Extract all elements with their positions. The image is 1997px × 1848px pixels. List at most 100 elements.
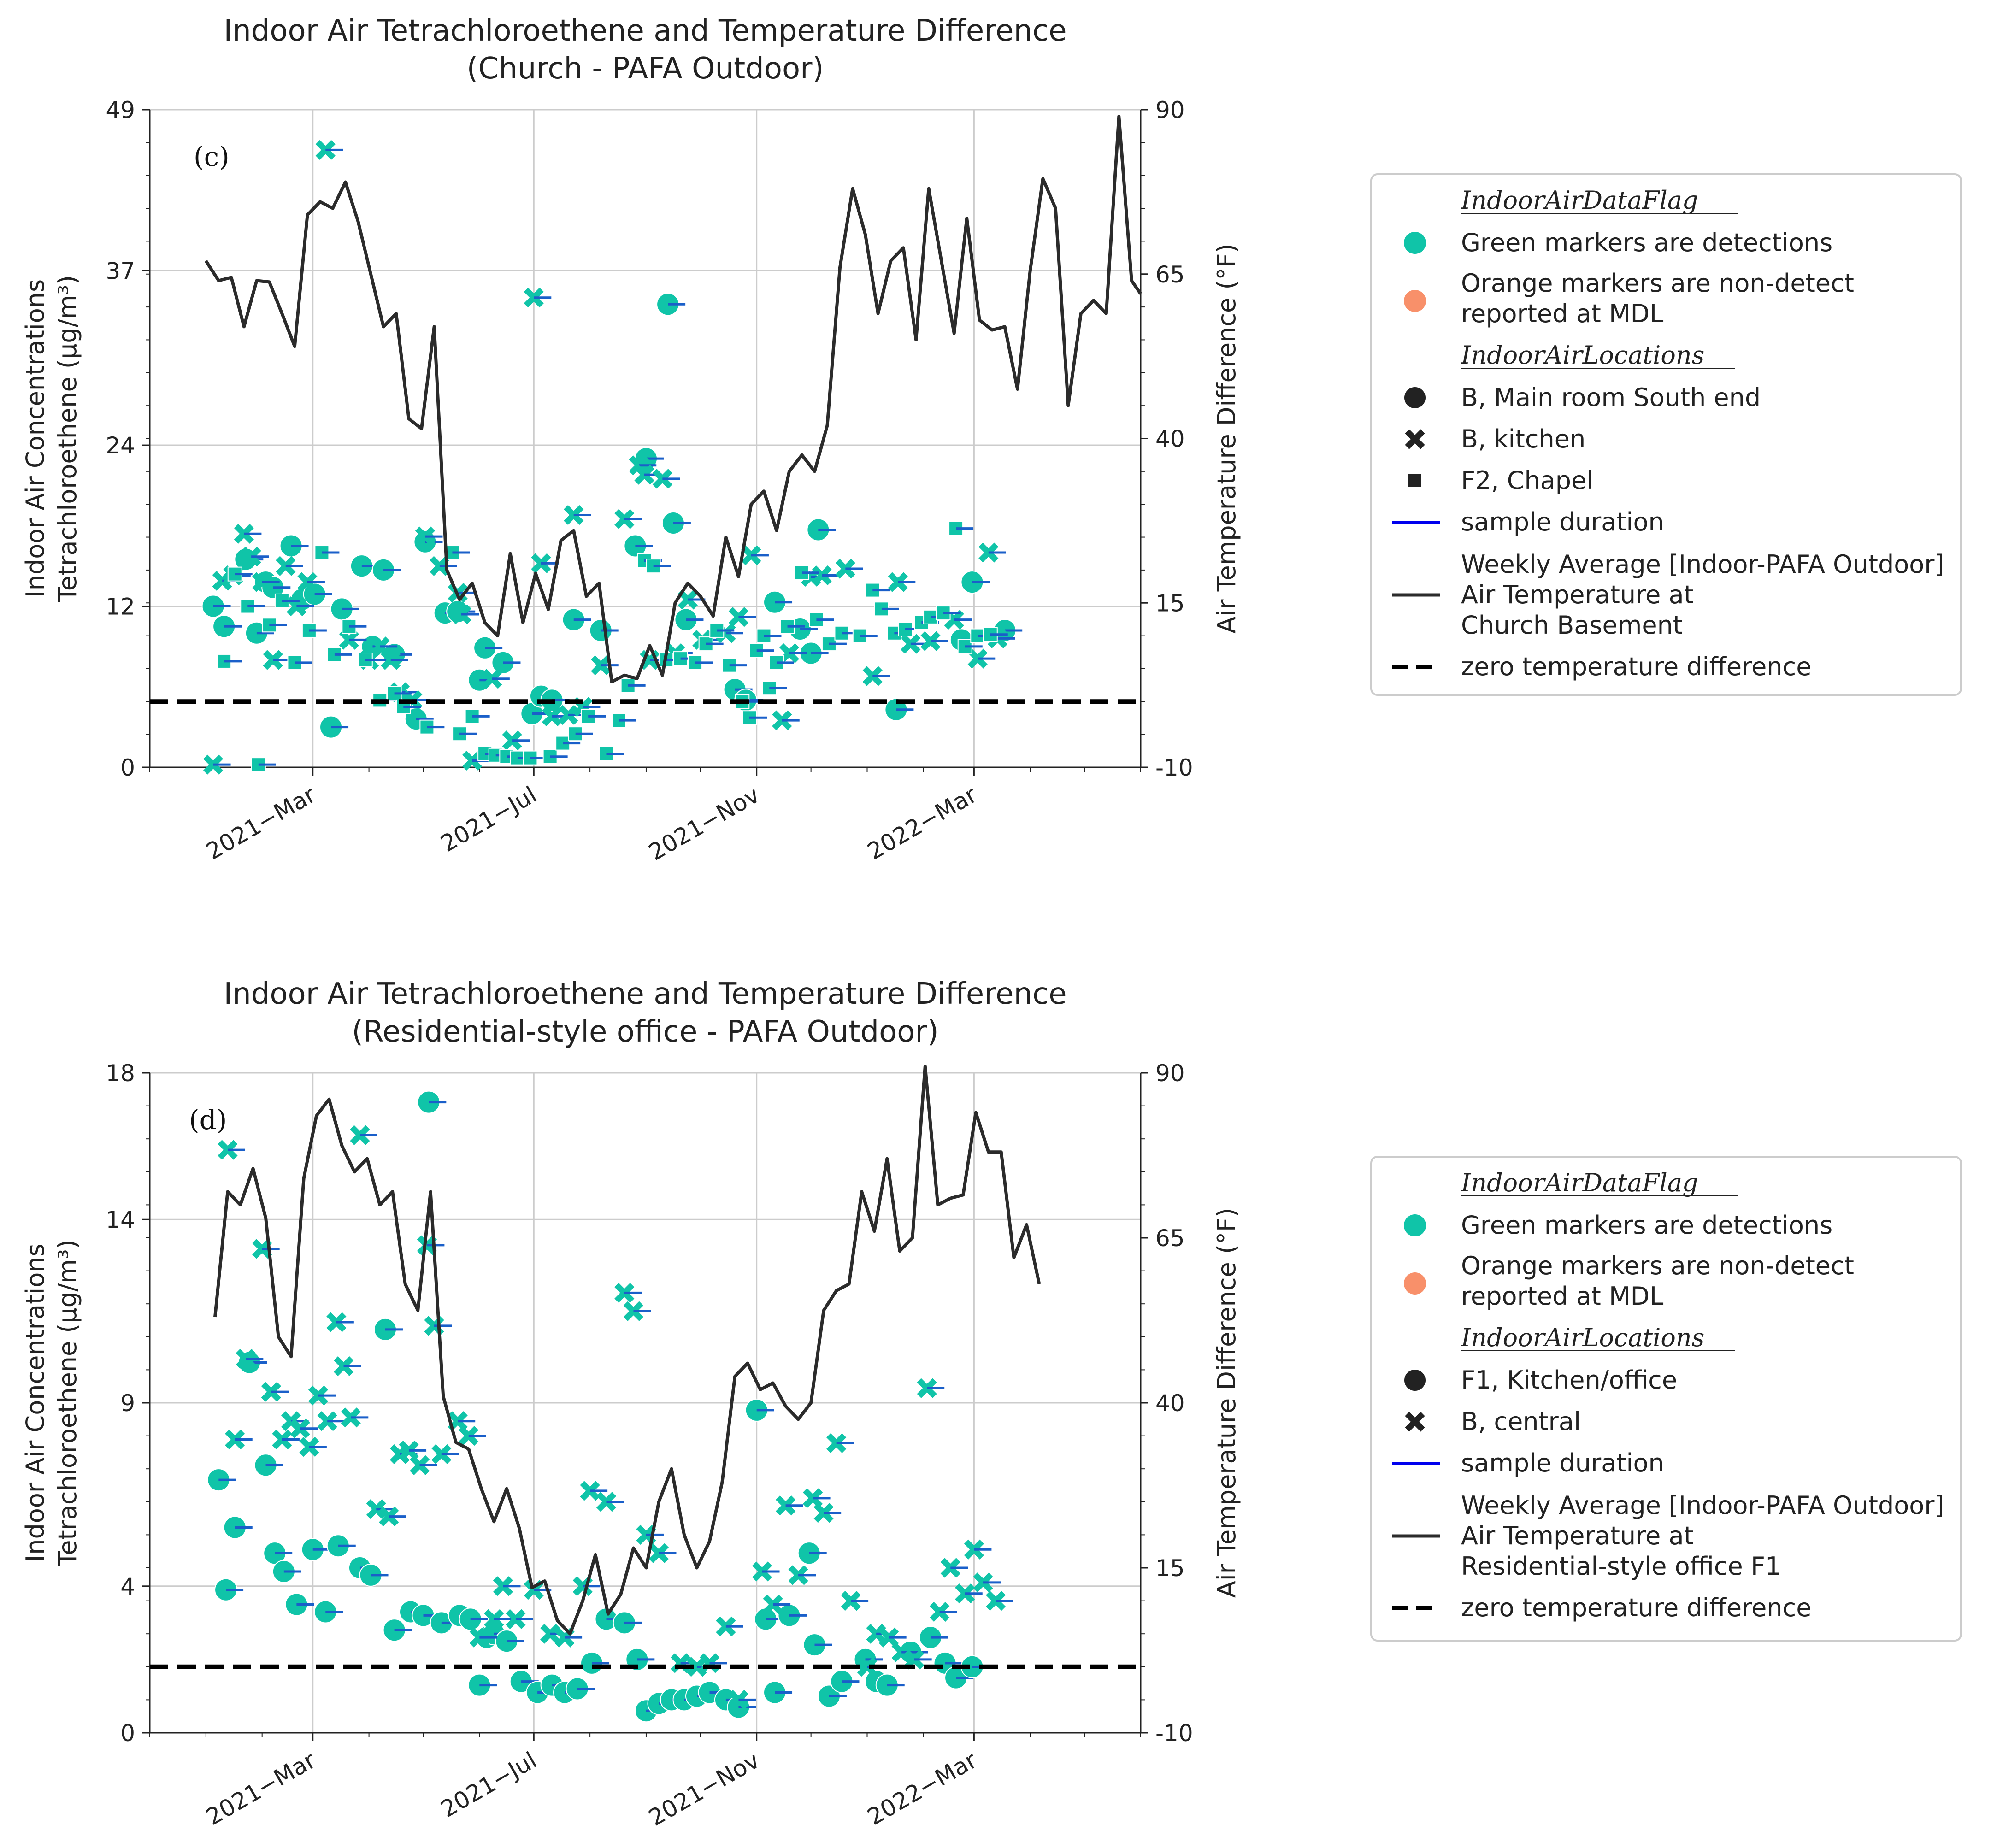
- series-square-markers: [217, 521, 1008, 772]
- legend-detect-circle-icon: [1404, 232, 1426, 254]
- data-point-cross: [524, 288, 544, 308]
- legend-circle-icon: [1403, 386, 1426, 409]
- data-point-cross: [826, 1433, 847, 1454]
- data-point-cross: [623, 1301, 644, 1321]
- legend-weekly-label-line2: Air Temperature at: [1461, 1521, 1694, 1550]
- chart-subtitle: (Church - PAFA Outdoor): [467, 52, 824, 86]
- data-point-cross: [366, 1499, 386, 1519]
- data-point-cross: [564, 505, 584, 525]
- y-tick-label: 0: [120, 1720, 135, 1747]
- y2-tick-label: 15: [1155, 1555, 1185, 1582]
- data-point-cross: [930, 1601, 950, 1622]
- legend-orange-label-line2: reported at MDL: [1461, 299, 1663, 328]
- y-tick-label: 49: [106, 97, 135, 124]
- data-point-cross: [964, 1539, 984, 1560]
- legend-weekly-label-line3: Church Basement: [1461, 611, 1683, 640]
- legend-duration-label: sample duration: [1461, 507, 1664, 536]
- data-point-cross: [763, 1594, 783, 1615]
- legend-green-label: Green markers are detections: [1461, 1211, 1832, 1240]
- data-point-cross: [687, 1657, 707, 1677]
- legend-panel-c: IndoorAirDataFlag Green markers are detec…: [1370, 173, 1962, 696]
- data-point-cross: [728, 1689, 749, 1710]
- data-point-cross: [866, 1624, 886, 1644]
- legend-cross-icon: [1405, 1412, 1425, 1432]
- legend-weekly-label-line1: Weekly Average [Indoor-PAFA Outdoor]: [1461, 550, 1944, 579]
- y-tick-label: 0: [120, 754, 135, 781]
- data-point-cross: [459, 1426, 479, 1446]
- series-cross-markers: [218, 1125, 1013, 1710]
- panel-letter: (d): [189, 1104, 227, 1136]
- data-point-cross: [451, 604, 471, 624]
- data-point-cross: [835, 559, 855, 579]
- data-point-cross: [462, 750, 483, 771]
- y2-tick-label: 90: [1155, 1060, 1185, 1087]
- data-point-cross: [634, 465, 654, 485]
- y2-axis-label: Air Temperature Difference (°F): [1212, 1208, 1241, 1598]
- legend-duration-label: sample duration: [1461, 1448, 1664, 1477]
- y2-tick-label: 90: [1155, 97, 1185, 124]
- legend-location-label: B, kitchen: [1461, 424, 1585, 453]
- y-tick-label: 14: [106, 1206, 135, 1233]
- weekly-temperature-line: [204, 114, 1142, 683]
- data-point-cross: [901, 634, 921, 654]
- data-point-cross: [940, 1558, 960, 1578]
- legend-nondetect-circle-icon: [1404, 1272, 1426, 1295]
- data-point-cross: [591, 655, 611, 676]
- y2-tick-label: 65: [1155, 1225, 1185, 1252]
- legend-flag-header: IndoorAirDataFlag: [1461, 1168, 1698, 1197]
- data-point-cross: [493, 1576, 513, 1596]
- weekly-temperature-line: [213, 1065, 1041, 1636]
- chart-title: Indoor Air Tetrachloroethene and Tempera…: [224, 977, 1066, 1011]
- legend-location-header: IndoorAirLocations: [1461, 341, 1704, 370]
- y-tick-label: 4: [120, 1573, 135, 1600]
- data-point-cross: [973, 1572, 993, 1593]
- data-point-cross: [381, 650, 401, 670]
- data-point-cross: [315, 140, 336, 160]
- legend-box: [1370, 173, 1962, 696]
- y-tick-label: 18: [106, 1060, 135, 1087]
- legend-detect-circle-icon: [1404, 1214, 1426, 1236]
- legend-zero-label: zero temperature difference: [1461, 1593, 1811, 1622]
- y2-tick-label: 40: [1155, 426, 1185, 453]
- legend-weekly-label-line1: Weekly Average [Indoor-PAFA Outdoor]: [1461, 1491, 1944, 1520]
- legend-orange-label-line2: reported at MDL: [1461, 1282, 1663, 1311]
- chart-title: Indoor Air Tetrachloroethene and Tempera…: [224, 14, 1066, 48]
- data-point-cross: [596, 1492, 617, 1512]
- data-point-cross: [652, 469, 672, 489]
- data-point-cross: [297, 572, 318, 592]
- data-point-cross: [862, 666, 883, 686]
- data-point-cross: [263, 650, 283, 670]
- y-tick-label: 9: [120, 1390, 135, 1417]
- legend-weekly-label-line3: Residential-style office F1: [1461, 1552, 1781, 1581]
- y2-tick-label: -10: [1155, 754, 1193, 781]
- data-point-cross: [431, 1444, 452, 1464]
- legend-square-icon: [1408, 473, 1422, 488]
- y2-tick-label: 40: [1155, 1390, 1185, 1417]
- y-tick-label: 37: [106, 258, 135, 284]
- data-point-cross: [482, 669, 502, 689]
- legend-nondetect-circle-icon: [1404, 290, 1426, 312]
- y-tick-label: 24: [106, 432, 135, 459]
- data-point-cross: [212, 571, 232, 591]
- data-point-cross: [308, 1385, 329, 1406]
- legend-location-label: B, central: [1461, 1407, 1581, 1436]
- chart-subtitle: (Residential-style office - PAFA Outdoor…: [352, 1015, 938, 1049]
- legend-location-label: B, Main room South end: [1461, 383, 1761, 412]
- y2-tick-label: 65: [1155, 261, 1185, 288]
- data-point-cross: [531, 553, 551, 573]
- legend-weekly-label-line2: Air Temperature at: [1461, 580, 1694, 609]
- legend-location-label: F2, Chapel: [1461, 466, 1593, 495]
- data-point-cross: [728, 607, 749, 627]
- legend-flag-header: IndoorAirDataFlag: [1461, 186, 1698, 215]
- legend-green-label: Green markers are detections: [1461, 228, 1832, 257]
- y2-tick-label: 15: [1155, 590, 1185, 617]
- y-axis-label-line2: Tetrachloroethene (µg/m³): [53, 1239, 82, 1566]
- data-point-cross: [558, 705, 578, 725]
- data-point-cross: [236, 1348, 256, 1369]
- legend-panel-d: IndoorAirDataFlag Green markers are detec…: [1370, 1156, 1962, 1642]
- y2-axis-label: Air Temperature Difference (°F): [1212, 243, 1241, 633]
- y2-tick-label: -10: [1155, 1720, 1193, 1747]
- legend-location-header: IndoorAirLocations: [1461, 1323, 1704, 1352]
- y-axis-label-line2: Tetrachloroethene (µg/m³): [53, 275, 82, 602]
